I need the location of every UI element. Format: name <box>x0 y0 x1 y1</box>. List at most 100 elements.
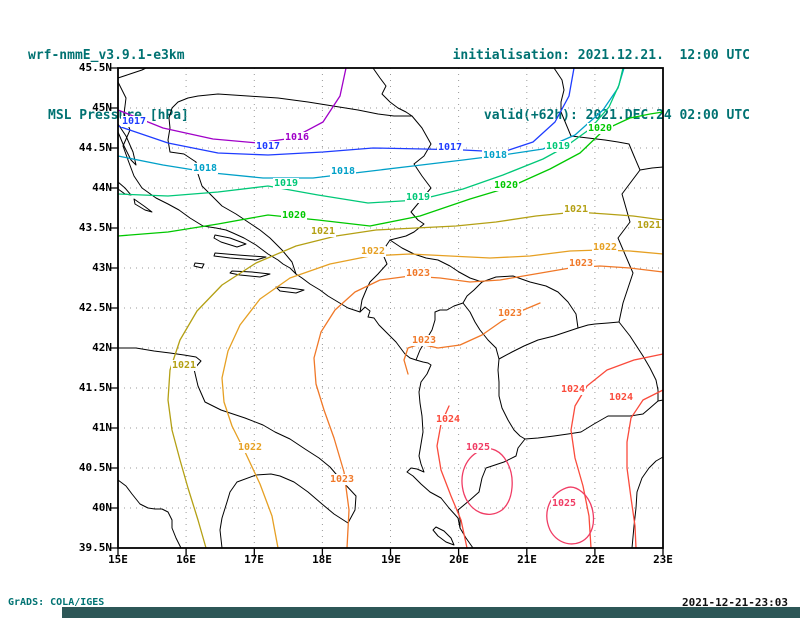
contour-label: 1023 <box>497 308 524 319</box>
contour-1025-west-loop <box>461 447 513 515</box>
contour-label: 1017 <box>255 141 282 152</box>
x-axis-label: 22E <box>585 553 605 566</box>
border-romania-serbia <box>553 67 641 171</box>
contour-label: 1020 <box>587 123 614 134</box>
contour-label: 1016 <box>284 132 311 143</box>
axis-ticks <box>111 67 664 555</box>
x-axis-label: 19E <box>381 553 401 566</box>
island-kornati <box>133 198 153 213</box>
contour-1023 <box>313 265 664 549</box>
grads-credit: GrADS: COLA/IGES <box>8 597 105 608</box>
border-croatia-serbia <box>372 67 413 117</box>
contour-1025-east-loop <box>546 486 595 545</box>
contour-label: 1017 <box>437 142 464 153</box>
y-axis-label: 41.5N <box>78 381 112 394</box>
contour-label: 1020 <box>493 180 520 191</box>
contour-label: 1021 <box>563 204 590 215</box>
border-kosovo-macedonia <box>498 327 579 360</box>
border-albania-macedonia <box>497 358 526 440</box>
balkan-coastline <box>117 81 474 549</box>
contour-1020 <box>117 111 664 237</box>
contour-label: 1023 <box>411 335 438 346</box>
contour-label: 1023 <box>568 258 595 269</box>
contour-label: 1021 <box>310 226 337 237</box>
border-croatia-bosnia <box>167 93 413 275</box>
y-axis-label: 42N <box>92 341 112 354</box>
border-serbia-macedonia <box>577 321 620 329</box>
contour-label: 1024 <box>435 414 462 425</box>
contour-label: 1021 <box>171 360 198 371</box>
border-albania-kosovo <box>462 302 500 360</box>
y-axis-label: 44N <box>92 181 112 194</box>
y-axis-tick-marks <box>111 67 118 549</box>
contour-1016 <box>117 67 347 144</box>
border-kosovo-montenegro <box>462 281 483 304</box>
contour-label: 1018 <box>482 150 509 161</box>
run-info-block: initialisation: 2021.12.21. 12:00 UTC va… <box>420 6 750 166</box>
contour-1021 <box>167 211 664 549</box>
border-kosovo-serbia <box>481 275 579 329</box>
border-montenegro-serbia <box>389 239 483 283</box>
y-axis-label: 41N <box>92 421 112 434</box>
bottom-bar <box>62 607 800 618</box>
x-axis-label: 21E <box>517 553 537 566</box>
contour-label: 1021 <box>636 220 663 231</box>
y-axis-label: 43.5N <box>78 221 112 234</box>
contour-label: 1022 <box>237 442 264 453</box>
y-axis-label: 45.5N <box>78 61 112 74</box>
border-slovenia-croatia <box>117 67 147 79</box>
model-version-title: wrf-nmmE_v3.9.1-e3km <box>28 48 185 63</box>
x-axis-label: 20E <box>449 553 469 566</box>
contour-label: 1022 <box>592 242 619 253</box>
contour-label: 1025 <box>465 442 492 453</box>
x-axis-tick-marks <box>117 548 664 555</box>
contour-label: 1019 <box>273 178 300 189</box>
contour-label: 1020 <box>281 210 308 221</box>
grid-lines <box>118 68 663 548</box>
border-macedonia-bulgaria <box>618 321 659 402</box>
island-hvar <box>213 252 267 261</box>
contour-label: 1019 <box>405 192 432 203</box>
contour-label: 1025 <box>551 498 578 509</box>
pressure-contours <box>117 67 664 549</box>
island-mljet <box>275 286 305 294</box>
x-axis-label: 18E <box>312 553 332 566</box>
contour-label: 1023 <box>329 474 356 485</box>
island-korcula <box>229 270 271 278</box>
contour-label: 1019 <box>545 141 572 152</box>
y-axis-label: 44.5N <box>78 141 112 154</box>
contour-label: 1024 <box>608 392 635 403</box>
x-axis-label: 15E <box>108 553 128 566</box>
y-axis-label: 40N <box>92 501 112 514</box>
valid-time: valid(+62h): 2021.DEC.24 02:00 UTC <box>483 108 750 123</box>
italy-tyrrhenian-coastline <box>117 479 182 549</box>
contour-label: 1017 <box>121 116 148 127</box>
contour-label: 1018 <box>330 166 357 177</box>
y-axis-label: 45N <box>92 101 112 114</box>
x-axis-label: 23E <box>653 553 673 566</box>
border-romania-bulgaria <box>639 166 664 171</box>
y-axis-label: 42.5N <box>78 301 112 314</box>
x-axis-label: 17E <box>244 553 264 566</box>
italy-adriatic-coastline <box>117 347 357 549</box>
island-corfu <box>432 526 455 546</box>
border-macedonia-greece <box>524 400 659 440</box>
y-axis-label: 43N <box>92 261 112 274</box>
lat-lon-grid <box>118 68 663 548</box>
border-albania-greece <box>457 438 526 529</box>
contour-label-layer: 1016 1017 1017 1017 1018 1018 1018 1019 … <box>118 68 663 548</box>
border-serbia-bulgaria <box>617 169 641 323</box>
contour-label: 1018 <box>192 163 219 174</box>
contour-1019 <box>117 67 624 204</box>
contour-1018 <box>117 67 625 179</box>
initialisation-time: initialisation: 2021.12.21. 12:00 UTC <box>452 48 750 63</box>
contour-label: 1023 <box>405 268 432 279</box>
island-brac <box>213 234 247 248</box>
contour-label: 1022 <box>360 246 387 257</box>
y-axis-label: 39.5N <box>78 541 112 554</box>
contour-label: 1024 <box>560 384 587 395</box>
x-axis-label: 16E <box>176 553 196 566</box>
contour-1024-east <box>570 353 664 549</box>
creation-timestamp: 2021-12-21-23:03 <box>682 596 788 609</box>
island-vis <box>193 262 205 269</box>
